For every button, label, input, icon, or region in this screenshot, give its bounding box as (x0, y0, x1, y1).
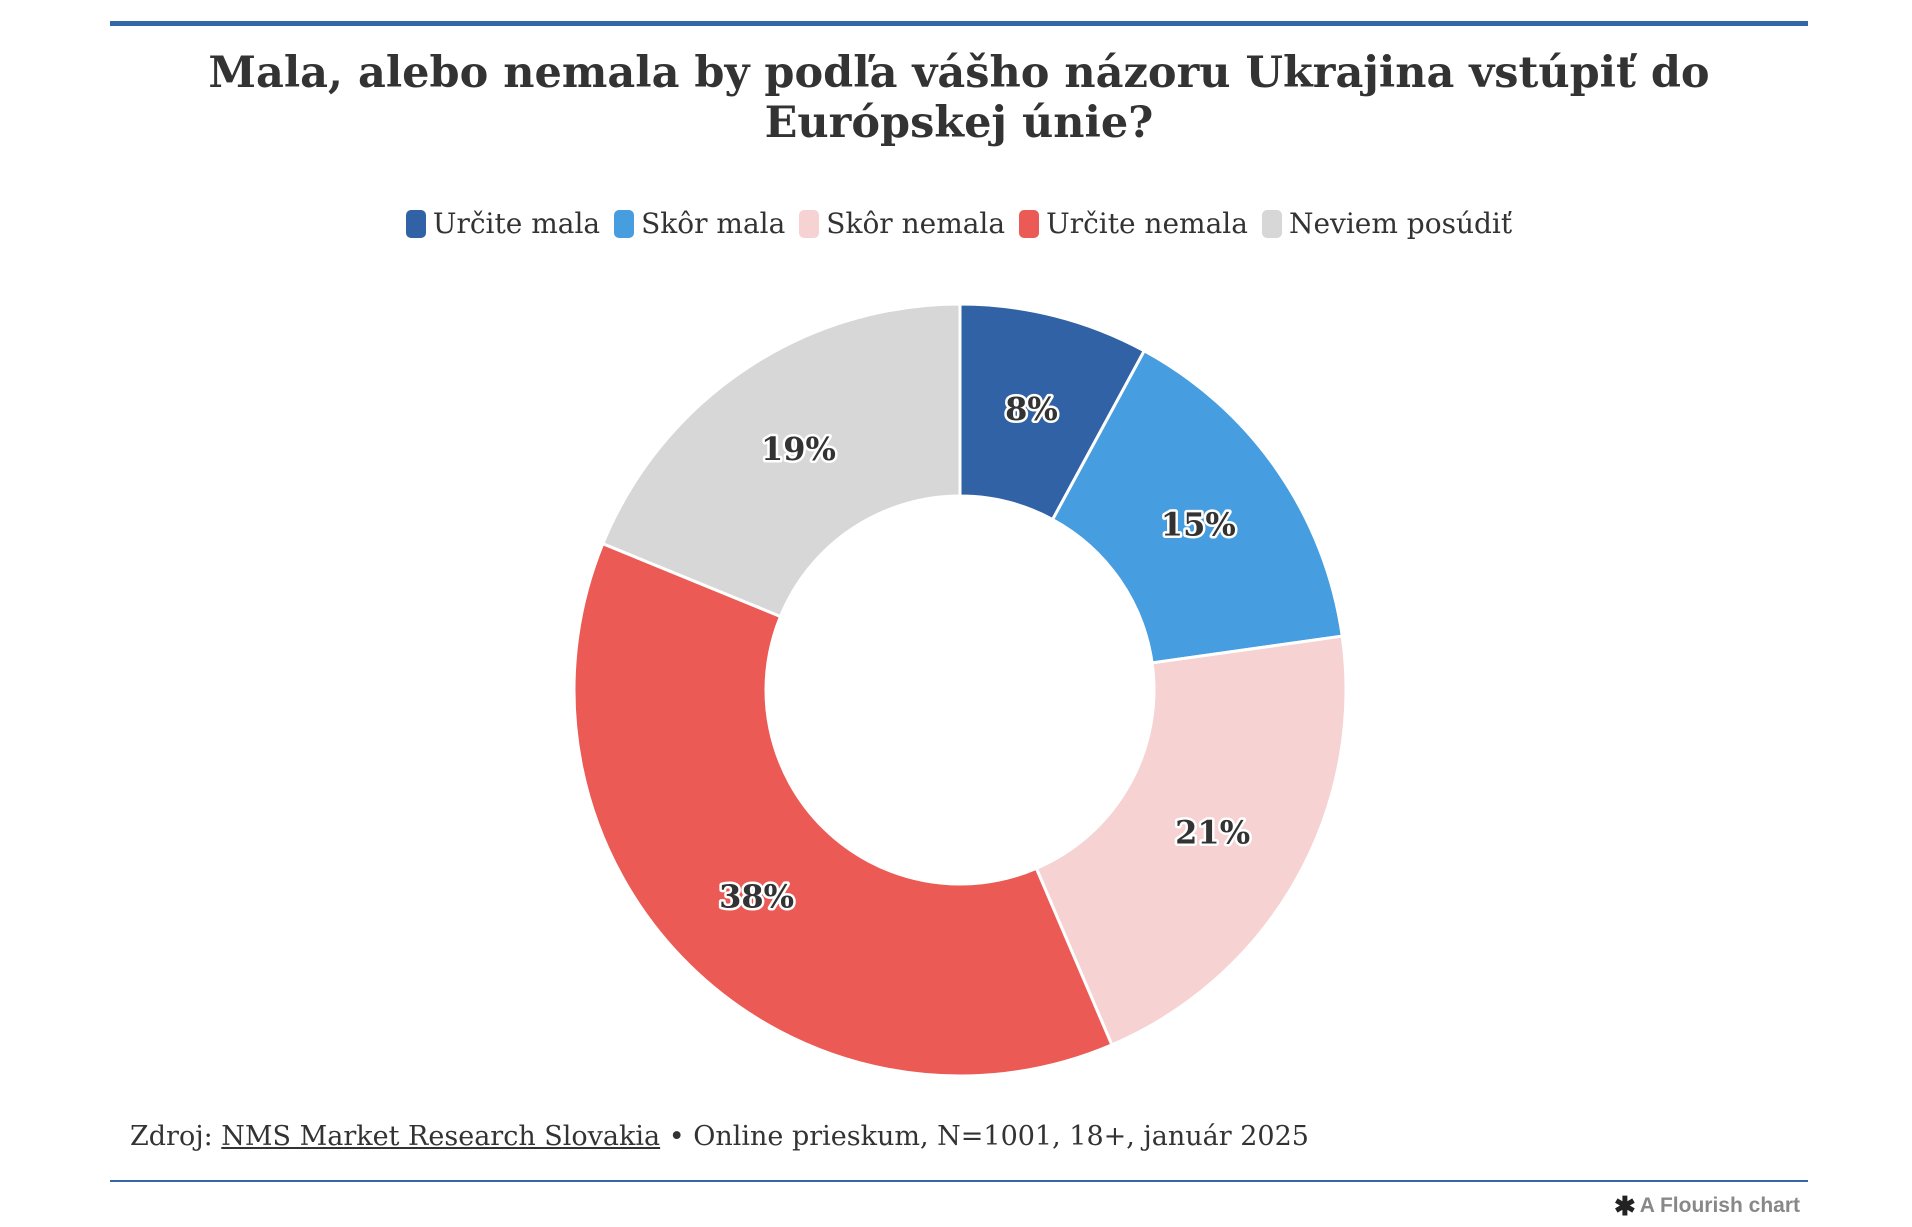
legend-item-skor-nemala[interactable]: Skôr nemala (799, 207, 1005, 240)
legend-label: Skôr mala (641, 207, 786, 240)
slice-value-label: 8% (1005, 390, 1058, 428)
legend-item-neviem-posudit[interactable]: Neviem posúdiť (1261, 207, 1513, 240)
bottom-rule (110, 1180, 1808, 1182)
legend-swatch (1019, 209, 1040, 238)
legend-label: Určite nemala (1046, 207, 1248, 240)
top-rule (110, 21, 1808, 26)
chart-title: Mala, alebo nemala by podľa vášho názoru… (208, 48, 1710, 148)
donut-slices (572, 302, 1348, 1078)
legend-swatch (614, 209, 635, 238)
legend-item-urcite-mala[interactable]: Určite mala (405, 207, 601, 240)
donut-slice[interactable] (1050, 348, 1344, 665)
legend-swatch (405, 209, 426, 238)
slice-value-label: 38% (719, 878, 794, 916)
source-details: • Online prieskum, N=1001, 18+, január 2… (668, 1121, 1309, 1152)
legend-swatch (799, 209, 820, 238)
donut-slice[interactable] (572, 541, 1114, 1078)
donut-chart: 8% 15% 21% 38% 19% (572, 302, 1348, 1078)
source-link[interactable]: NMS Market Research Slovakia (221, 1121, 661, 1152)
legend: Určite mala Skôr mala Skôr nemala Určite… (110, 207, 1808, 240)
flourish-credit[interactable]: ✱ A Flourish chart (1614, 1193, 1800, 1219)
source-line: Zdroj: NMS Market Research Slovakia • On… (130, 1121, 1309, 1152)
legend-label: Určite mala (432, 207, 601, 240)
legend-label: Skôr nemala (826, 207, 1006, 240)
flourish-credit-label: A Flourish chart (1639, 1194, 1800, 1217)
legend-label: Neviem posúdiť (1288, 207, 1513, 240)
donut-labels: 8% 15% 21% 38% 19% (717, 387, 1253, 918)
donut-slice[interactable] (1034, 634, 1348, 1047)
flourish-asterisk-icon: ✱ (1613, 1191, 1636, 1221)
slice-value-label: 15% (1161, 506, 1236, 544)
legend-swatch (1261, 209, 1282, 238)
slice-value-label: 21% (1175, 813, 1250, 851)
source-prefix: Zdroj: (130, 1121, 213, 1152)
slice-value-label: 19% (761, 430, 836, 468)
legend-item-skor-mala[interactable]: Skôr mala (614, 207, 785, 240)
legend-item-urcite-nemala[interactable]: Určite nemala (1019, 207, 1248, 240)
donut-slice[interactable] (600, 302, 962, 619)
